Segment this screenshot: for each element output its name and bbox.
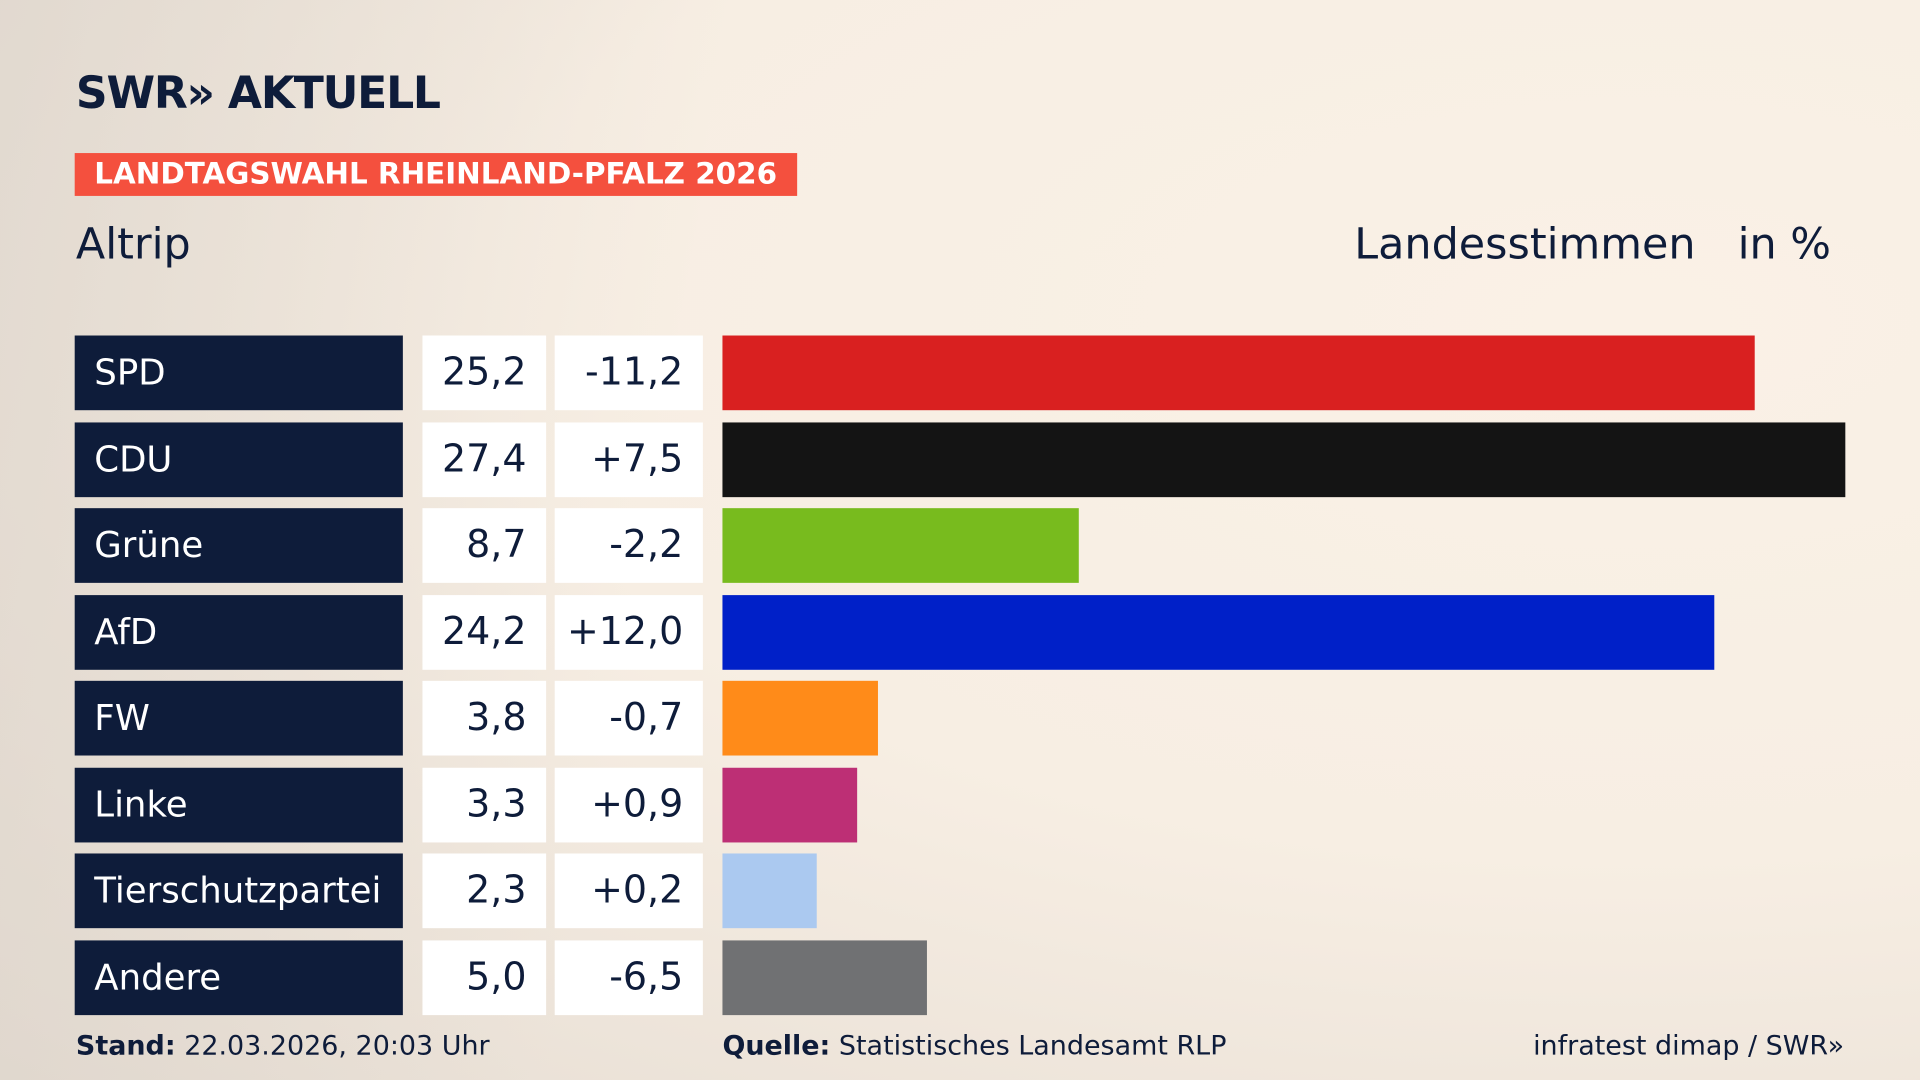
stand-label: Stand:: [75, 1031, 176, 1062]
region-title: Altrip: [75, 220, 191, 270]
value-label: 27,4: [422, 421, 547, 497]
diff-label: -11,2: [554, 335, 703, 411]
party-label: Grüne: [74, 508, 403, 583]
value-label: 25,2: [422, 335, 547, 411]
value-label: 8,7: [422, 508, 547, 583]
bar: [722, 939, 928, 1015]
diff-label: +7,5: [554, 421, 703, 497]
bar: [722, 853, 817, 929]
election-badge: LANDTAGSWAHL RHEINLAND-PFALZ 2026: [74, 153, 797, 196]
stand-value: 22.03.2026, 20:03 Uhr: [184, 1031, 490, 1062]
party-label: CDU: [74, 421, 403, 497]
diff-label: -2,2: [554, 508, 703, 583]
diff-label: -6,5: [554, 939, 703, 1015]
source-text: Quelle: Statistisches Landesamt RLP: [722, 1031, 1226, 1062]
measure-label: Landesstimmen: [1354, 220, 1696, 270]
party-label: AfD: [74, 594, 403, 670]
value-label: 5,0: [422, 939, 547, 1015]
bar: [722, 594, 1715, 670]
swr-aktuell-logo: SWR» AKTUELL: [75, 68, 441, 119]
source-value: Statistisches Landesamt RLP: [838, 1031, 1227, 1062]
party-label: FW: [74, 680, 403, 756]
party-label: SPD: [74, 335, 403, 411]
diff-label: +0,9: [554, 767, 703, 842]
diff-label: +0,2: [554, 853, 703, 929]
party-label: Linke: [74, 767, 403, 842]
diff-label: -0,7: [554, 680, 703, 756]
party-label: Andere: [74, 939, 403, 1015]
bar: [722, 680, 879, 756]
credit-text: infratest dimap / SWR»: [1533, 1031, 1845, 1062]
unit-label: in %: [1737, 220, 1831, 270]
value-label: 3,8: [422, 680, 547, 756]
value-label: 2,3: [422, 853, 547, 929]
stand-text: Stand: 22.03.2026, 20:03 Uhr: [76, 1031, 490, 1062]
bar: [722, 767, 858, 842]
diff-label: +12,0: [554, 594, 703, 670]
bar: [722, 508, 1079, 583]
value-label: 24,2: [422, 594, 547, 670]
party-label: Tierschutzpartei: [74, 853, 403, 929]
source-label: Quelle:: [722, 1031, 831, 1062]
bar: [722, 421, 1846, 497]
value-label: 3,3: [422, 767, 547, 842]
bar: [722, 335, 1756, 411]
